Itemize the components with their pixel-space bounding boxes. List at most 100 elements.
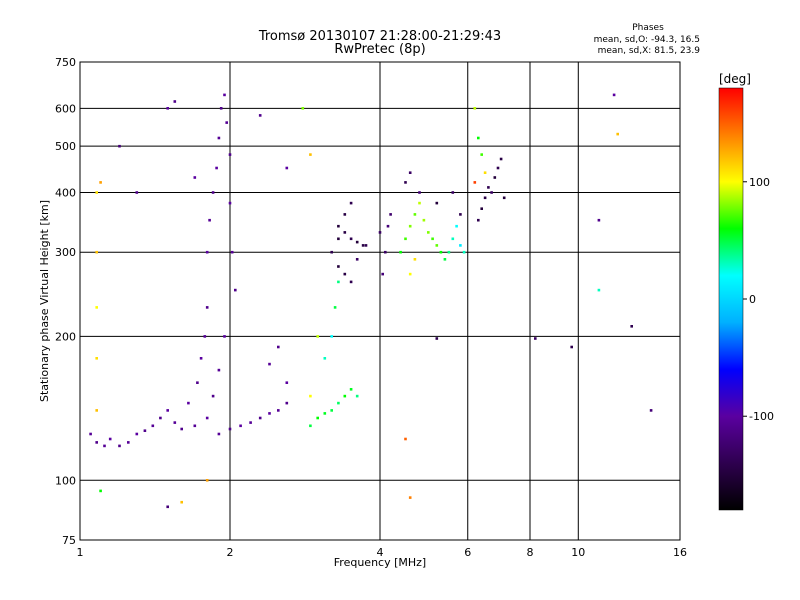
data-point — [330, 409, 333, 412]
data-point — [499, 157, 503, 161]
data-point — [199, 357, 203, 360]
colorbar-gradient — [718, 87, 744, 511]
data-point — [277, 409, 280, 412]
data-point — [349, 388, 353, 391]
data-point — [203, 335, 207, 338]
data-point — [490, 191, 493, 194]
data-point — [408, 272, 412, 276]
x-tick-label: 8 — [527, 546, 534, 559]
data-point — [166, 409, 169, 412]
data-point — [570, 345, 573, 349]
data-point — [103, 444, 106, 448]
y-tick-label: 200 — [55, 330, 76, 343]
data-point — [502, 196, 506, 200]
y-axis-label: Stationary phase Virtual Height [km] — [38, 200, 51, 402]
data-point — [616, 132, 619, 136]
data-point — [193, 176, 197, 179]
data-point — [205, 306, 209, 309]
data-point — [443, 258, 447, 261]
x-tick-label: 6 — [464, 546, 471, 559]
data-point — [384, 250, 387, 254]
data-point — [473, 181, 477, 184]
data-point — [343, 394, 347, 398]
data-point — [268, 362, 271, 366]
x-tick-label: 10 — [571, 546, 585, 559]
data-point — [127, 441, 130, 444]
data-point — [208, 218, 211, 222]
data-point — [487, 186, 490, 189]
data-point — [451, 191, 455, 194]
data-point — [249, 421, 252, 424]
data-point — [225, 121, 228, 124]
data-point — [330, 250, 333, 254]
data-point — [135, 432, 139, 436]
y-tick-label: 75 — [62, 534, 76, 547]
data-point — [337, 401, 340, 405]
data-point — [143, 429, 147, 432]
plot-area: 1 2 4 6 8 10 16 75 100 200 300 400 500 600 750 — [55, 56, 687, 559]
data-point — [431, 237, 434, 241]
data-point — [427, 231, 430, 234]
data-point — [404, 437, 407, 441]
data-point — [343, 213, 347, 216]
x-axis-label: Frequency [MHz] — [334, 556, 426, 569]
data-point — [285, 166, 289, 170]
data-point — [597, 218, 601, 222]
data-point — [337, 265, 340, 268]
data-point — [389, 213, 392, 216]
data-point — [330, 335, 333, 338]
x-axis-ticks: 1 2 4 6 8 10 16 — [77, 546, 688, 559]
scatter-points — [89, 93, 653, 509]
data-point — [349, 280, 353, 284]
data-point — [408, 171, 412, 174]
data-point — [228, 427, 232, 431]
y-tick-label: 500 — [55, 140, 76, 153]
data-point — [447, 250, 451, 254]
data-point — [413, 213, 417, 216]
data-point — [211, 191, 215, 194]
colorbar-tick-label: -100 — [749, 410, 774, 423]
data-point — [223, 335, 226, 338]
data-point — [228, 201, 232, 205]
data-point — [439, 250, 443, 254]
data-point — [355, 258, 359, 261]
data-point — [477, 136, 480, 140]
data-point — [180, 427, 183, 431]
data-point — [316, 416, 319, 420]
data-point — [285, 401, 289, 405]
data-point — [268, 412, 271, 415]
data-point — [187, 401, 190, 405]
data-point — [95, 250, 98, 254]
data-point — [217, 432, 221, 436]
data-point — [459, 244, 462, 247]
data-point — [323, 412, 327, 415]
data-point — [323, 357, 327, 360]
data-point — [108, 437, 112, 441]
colorbar-unit-label: [deg] — [719, 72, 751, 86]
data-point — [630, 325, 633, 328]
data-point — [118, 144, 121, 148]
data-point — [349, 201, 353, 205]
phase-stats-x: mean, sd,X: 81.5, 23.9 — [598, 46, 701, 56]
data-point — [404, 237, 407, 241]
data-point — [217, 368, 221, 372]
data-point — [277, 345, 280, 349]
data-point — [451, 237, 455, 241]
phase-colorbar: [deg] 100 0 -100 — [718, 72, 774, 511]
data-point — [459, 213, 462, 216]
colorbar-tick-label: 0 — [749, 293, 756, 306]
data-point — [205, 416, 209, 420]
data-point — [435, 201, 439, 205]
data-point — [337, 237, 340, 241]
data-point — [285, 381, 289, 384]
data-point — [205, 479, 209, 482]
data-point — [166, 107, 169, 110]
data-point — [483, 171, 487, 174]
data-point — [89, 432, 92, 436]
data-point — [612, 93, 616, 97]
phase-stats-heading: Phases — [632, 23, 664, 33]
data-point — [196, 381, 199, 384]
y-tick-label: 600 — [55, 102, 76, 115]
data-point — [480, 153, 483, 156]
data-point — [386, 224, 390, 228]
